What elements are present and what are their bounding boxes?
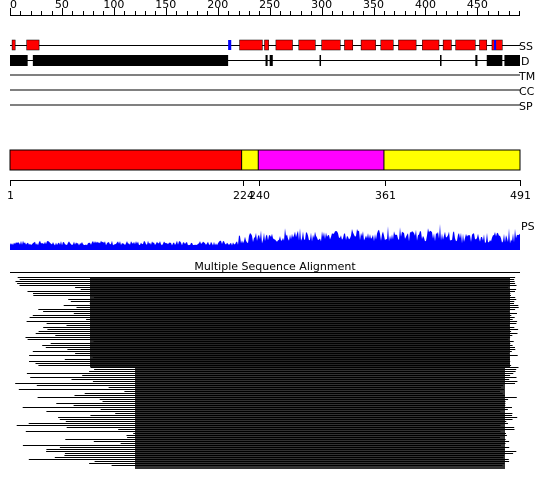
position-ruler: 0 50 100 150 200 250 300 350 400 450	[10, 0, 520, 16]
domain-boundary-label: 224	[233, 189, 254, 202]
helix-segment	[275, 39, 293, 51]
helix-segment	[26, 39, 40, 51]
secondary-structure-track	[10, 39, 520, 51]
domain-boundary-label: 1	[7, 189, 14, 202]
helix-segment	[321, 39, 341, 51]
transmembrane-track-label: TM	[518, 70, 535, 83]
helix-segment	[380, 39, 394, 51]
ruler-tick-label: 200	[207, 0, 228, 11]
helix-segment	[455, 39, 476, 51]
helix-segment	[491, 39, 503, 51]
helix-segment	[11, 39, 16, 51]
disorder-segment	[32, 55, 229, 66]
helix-segment	[479, 39, 488, 51]
strand-segment	[494, 40, 497, 50]
helix-segment	[442, 39, 452, 51]
helix-segment	[298, 39, 316, 51]
helix-segment	[239, 39, 263, 51]
domain-boundary-label: 240	[249, 189, 270, 202]
disorder-track	[10, 55, 520, 66]
strand-segment	[228, 40, 232, 50]
ps-profile-graph	[10, 224, 520, 250]
ruler-tick-label: 400	[415, 0, 436, 11]
helix-segment	[360, 39, 376, 51]
helix-segment	[264, 39, 269, 51]
signal-peptide-track-label: SP	[519, 100, 533, 113]
multiple-sequence-alignment	[15, 277, 519, 469]
disorder-track-label: D	[521, 55, 529, 68]
ps-track-label: PS	[521, 220, 535, 233]
helix-segment	[344, 39, 354, 51]
disorder-segment	[10, 55, 28, 66]
disorder-segment	[504, 55, 520, 66]
ruler-tick-label: 100	[103, 0, 124, 11]
disorder-segment	[269, 55, 273, 66]
alignment-dense-block	[90, 277, 510, 367]
ruler-tick-label: 250	[259, 0, 280, 11]
disorder-segment	[475, 55, 478, 66]
domain-boundary-label: 361	[375, 189, 396, 202]
alignment-dense-block	[135, 367, 505, 469]
ss-track-label: SS	[519, 40, 533, 53]
coiled-coil-track-label: CC	[519, 85, 535, 98]
helix-segment	[422, 39, 440, 51]
ruler-tick-label: 150	[155, 0, 176, 11]
ruler-tick-label: 350	[363, 0, 384, 11]
domain-segment	[257, 149, 386, 171]
domain-boundary-label: 491	[510, 189, 531, 202]
disorder-segment	[265, 55, 268, 66]
ruler-tick-label: 50	[55, 0, 69, 11]
disorder-segment	[319, 55, 322, 66]
domain-segment	[383, 149, 521, 171]
domain-segment	[9, 149, 244, 171]
disorder-segment	[440, 55, 442, 66]
ruler-tick-label: 300	[311, 0, 332, 11]
helix-segment	[398, 39, 417, 51]
disorder-segment	[486, 55, 503, 66]
ruler-tick-label: 450	[467, 0, 488, 11]
msa-title: Multiple Sequence Alignment	[194, 260, 356, 273]
domain-track	[9, 149, 521, 171]
ruler-tick-label: 0	[10, 0, 17, 11]
domain-segment	[241, 149, 260, 171]
